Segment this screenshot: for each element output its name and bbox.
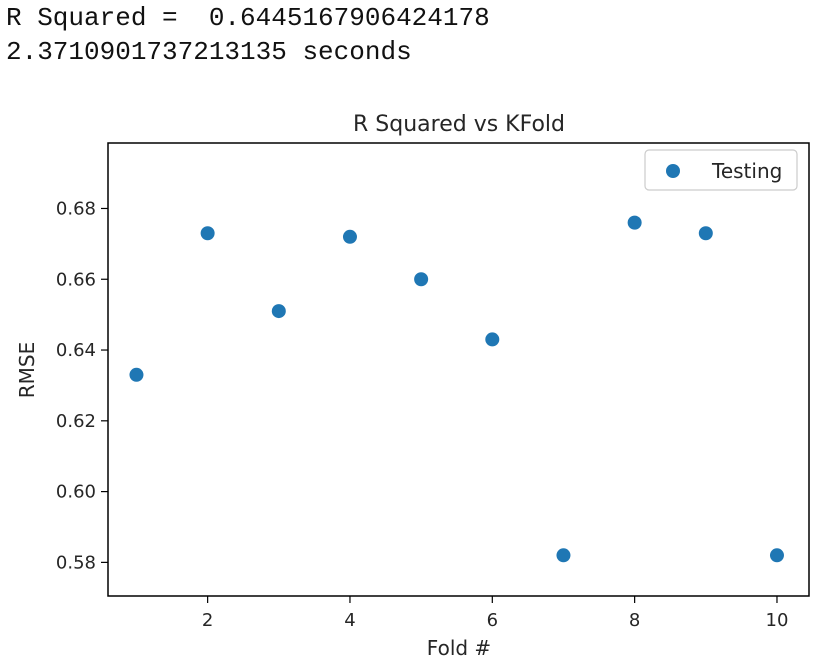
plot-frame [107,142,810,597]
y-tick-label: 0.68 [56,198,96,219]
legend-frame [644,149,798,191]
legend-marker [666,164,680,178]
chart-title: R Squared vs KFold [353,112,565,137]
data-point [129,367,144,382]
legend-label: Testing [711,159,782,183]
y-tick-label: 0.58 [56,552,96,573]
elapsed-time-output: 2.3710901737213135 seconds [6,37,412,67]
data-point [271,304,286,319]
y-axis-label: RMSE [15,342,39,398]
x-tick-label: 6 [487,610,498,631]
data-point [342,229,357,244]
data-point [627,215,642,230]
x-tick-label: 10 [766,610,789,631]
y-tick-label: 0.64 [56,340,96,361]
data-point [200,226,215,241]
data-point [769,548,784,563]
y-tick-label: 0.60 [56,482,96,503]
y-tick-label: 0.62 [56,411,96,432]
data-point [414,272,429,287]
legend: Testing [644,149,798,191]
x-tick-label: 2 [202,610,213,631]
y-axis: 0.58 0.60 0.62 0.64 0.66 0.68 [56,198,108,573]
data-point [485,332,500,347]
data-point [556,548,571,563]
y-tick-label: 0.66 [56,269,96,290]
x-tick-label: 4 [344,610,355,631]
x-tick-label: 8 [629,610,640,631]
data-points [129,215,784,563]
x-axis-label: Fold # [427,636,491,660]
r-squared-output: R Squared = 0.6445167906424178 [6,3,490,33]
data-point [698,226,713,241]
x-axis: 2 4 6 8 10 [202,596,789,631]
